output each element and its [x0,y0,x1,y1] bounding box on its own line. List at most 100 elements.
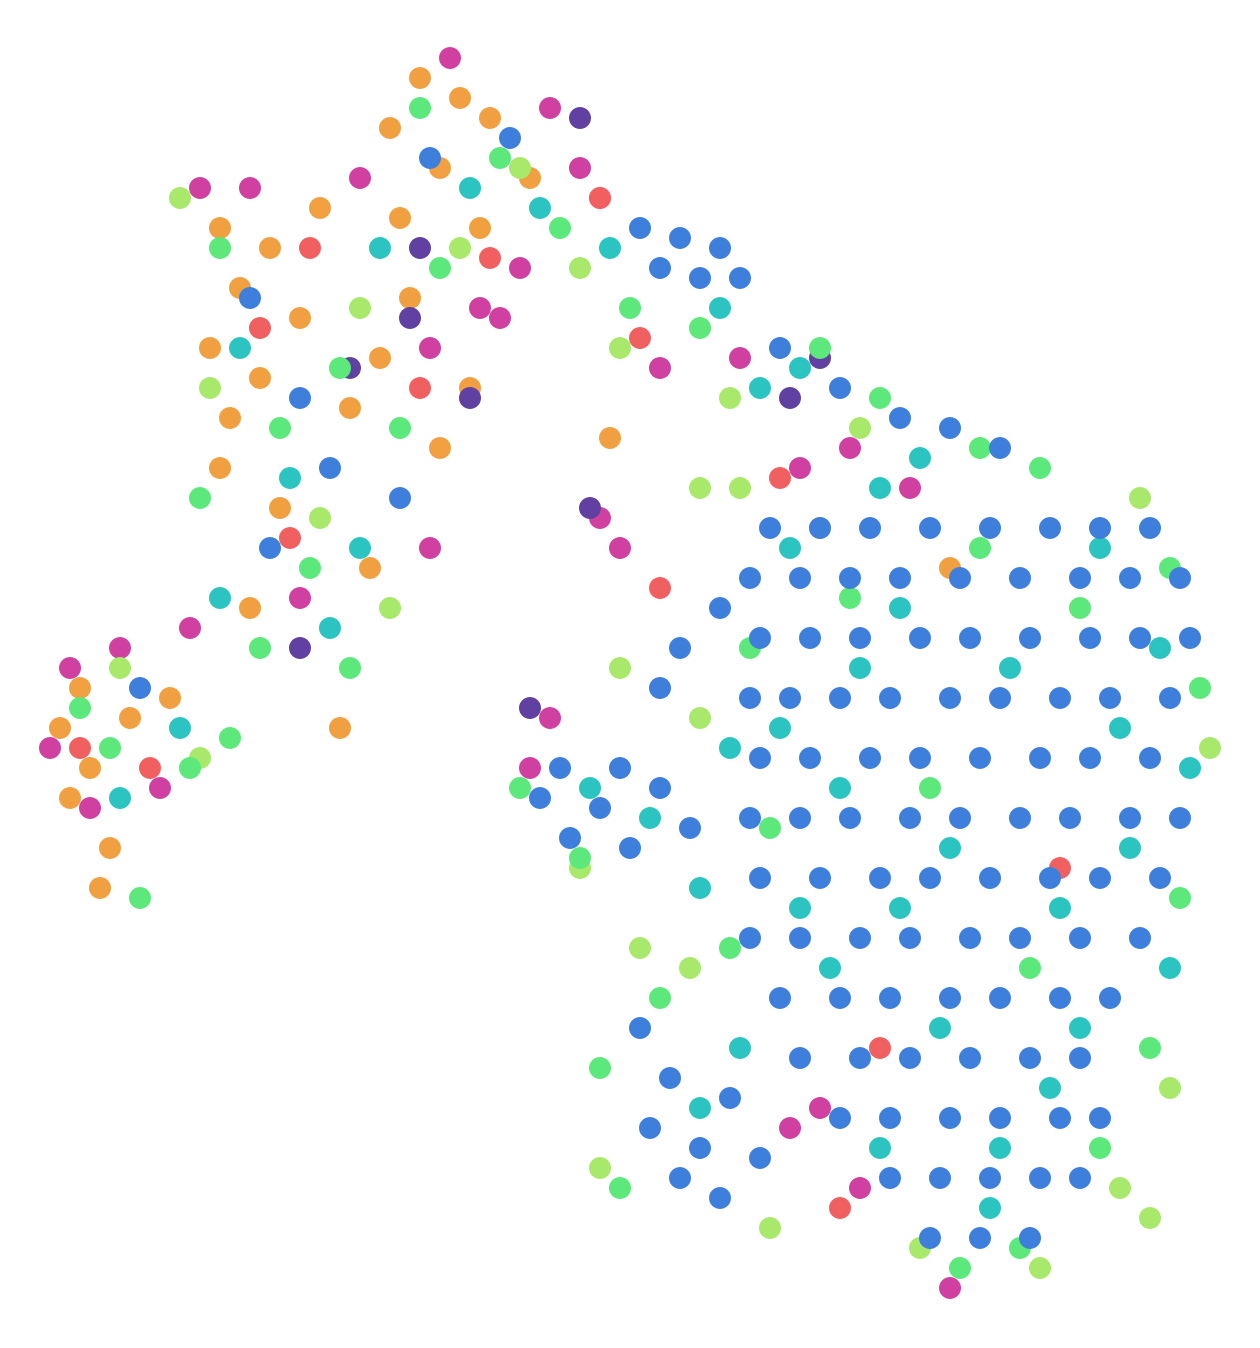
point [869,387,891,409]
point [389,207,411,229]
point [89,877,111,899]
point [599,427,621,449]
point [169,717,191,739]
point [69,737,91,759]
point [849,927,871,949]
point [849,627,871,649]
point [789,457,811,479]
point [859,517,881,539]
point [219,727,241,749]
point [209,457,231,479]
point [289,587,311,609]
point [739,807,761,829]
point [1019,627,1041,649]
point [309,507,331,529]
point [1089,517,1111,539]
point [819,957,841,979]
point [1049,687,1071,709]
point [769,987,791,1009]
point [1039,867,1061,889]
point [919,867,941,889]
point [249,317,271,339]
point [869,1037,891,1059]
point [559,827,581,849]
point [839,587,861,609]
point [569,847,591,869]
point [1199,737,1221,759]
point [689,1097,711,1119]
point [379,117,401,139]
point [1049,987,1071,1009]
point [669,227,691,249]
point [619,837,641,859]
point [649,777,671,799]
point [849,1047,871,1069]
point [1029,1167,1051,1189]
point [179,617,201,639]
point [329,717,351,739]
point [879,987,901,1009]
point [929,1017,951,1039]
point [759,517,781,539]
point [369,347,391,369]
point [439,47,461,69]
point [189,487,211,509]
point [909,747,931,769]
point [899,807,921,829]
point [969,537,991,559]
point [1099,987,1121,1009]
point [409,237,431,259]
point [809,337,831,359]
point [1179,627,1201,649]
point [969,1227,991,1249]
point [719,387,741,409]
point [589,1057,611,1079]
point [1129,487,1151,509]
point [209,217,231,239]
point [789,1047,811,1069]
point [419,337,441,359]
point [939,987,961,1009]
point [359,557,381,579]
point [239,287,261,309]
point [229,337,251,359]
point [279,467,301,489]
point [1109,1177,1131,1199]
point [749,627,771,649]
point [299,557,321,579]
point [729,267,751,289]
point [1059,807,1081,829]
point [59,787,81,809]
point [1119,567,1141,589]
point [689,267,711,289]
point [889,567,911,589]
point [1069,927,1091,949]
point [49,717,71,739]
point [449,87,471,109]
point [759,817,781,839]
point [399,287,421,309]
point [1139,1207,1161,1229]
point [829,1107,851,1129]
point [1019,957,1041,979]
point [499,127,521,149]
point [749,747,771,769]
point [969,747,991,769]
point [649,257,671,279]
point [1079,747,1101,769]
point [689,707,711,729]
point [879,1107,901,1129]
point [319,457,341,479]
point [199,377,221,399]
point [509,157,531,179]
point [869,477,891,499]
point [839,567,861,589]
point [429,437,451,459]
point [349,167,371,189]
point [829,1197,851,1219]
point [109,657,131,679]
point [629,1017,651,1039]
point [129,677,151,699]
point [989,437,1011,459]
